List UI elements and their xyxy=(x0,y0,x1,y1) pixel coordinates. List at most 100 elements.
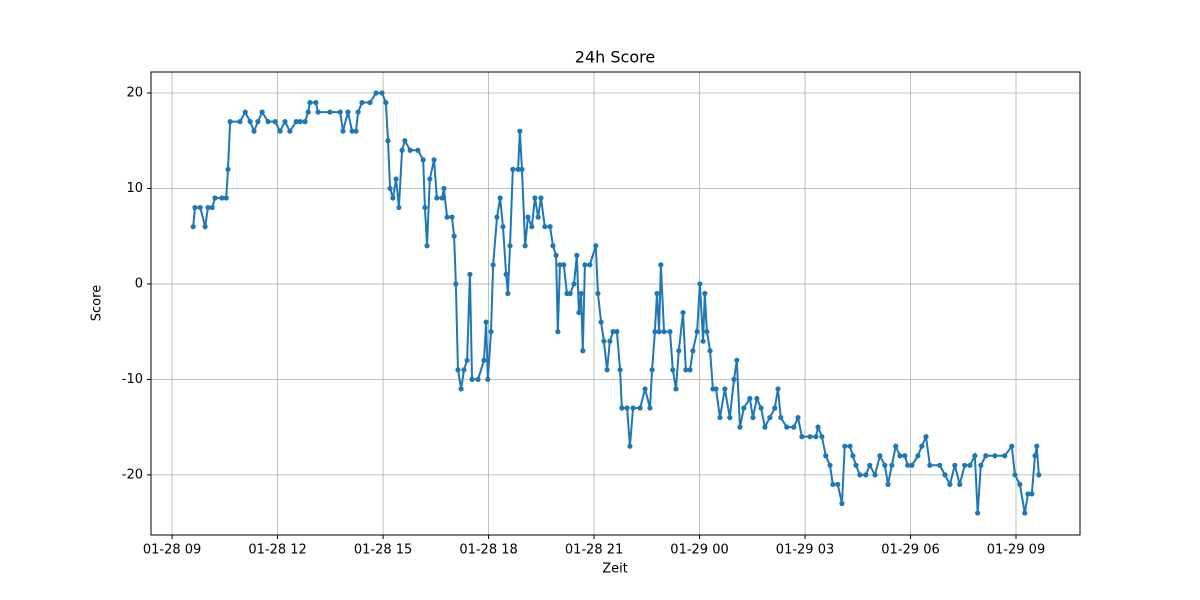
data-point xyxy=(750,414,756,421)
data-point xyxy=(340,128,346,134)
data-point xyxy=(225,166,231,172)
data-point xyxy=(553,252,559,258)
data-point xyxy=(604,367,610,373)
data-point xyxy=(863,472,869,478)
data-point xyxy=(1002,453,1008,459)
data-point xyxy=(661,329,667,335)
data-point xyxy=(1036,472,1042,478)
data-point xyxy=(190,224,196,230)
x-tick-label: 01-28 18 xyxy=(459,543,517,558)
data-point xyxy=(737,424,743,430)
data-point xyxy=(464,357,470,363)
data-point xyxy=(1034,443,1040,449)
data-point xyxy=(515,166,521,172)
data-point xyxy=(624,405,630,411)
data-point xyxy=(607,338,613,344)
data-point xyxy=(251,128,257,134)
data-point xyxy=(847,443,853,449)
data-point xyxy=(601,338,607,344)
data-point xyxy=(439,195,445,201)
data-point xyxy=(915,453,921,459)
data-point xyxy=(431,157,437,163)
data-point xyxy=(593,243,599,249)
data-point xyxy=(978,462,984,468)
data-point xyxy=(658,262,664,268)
data-point xyxy=(835,481,841,488)
data-point xyxy=(813,434,819,440)
data-point xyxy=(272,119,278,125)
data-point xyxy=(293,119,299,125)
data-point xyxy=(297,119,303,125)
data-point xyxy=(754,395,760,402)
x-tick-label: 01-28 15 xyxy=(354,543,412,558)
data-point xyxy=(630,405,636,411)
data-point xyxy=(610,329,616,335)
data-point xyxy=(722,386,728,392)
data-point xyxy=(587,262,593,268)
data-point xyxy=(315,109,321,115)
data-point xyxy=(532,195,538,201)
data-point xyxy=(247,119,253,125)
data-point xyxy=(503,271,509,277)
data-point xyxy=(305,109,311,115)
data-point xyxy=(992,453,998,459)
x-tick-label: 01-29 00 xyxy=(670,543,728,558)
data-point xyxy=(385,138,391,144)
x-axis-label: Zeit xyxy=(602,562,628,577)
data-point xyxy=(731,376,737,382)
data-point xyxy=(538,195,544,201)
data-point xyxy=(345,109,351,115)
data-point xyxy=(550,243,556,249)
data-point xyxy=(654,290,660,297)
data-point xyxy=(402,138,408,144)
data-point xyxy=(529,224,535,230)
data-point xyxy=(355,109,361,115)
data-point xyxy=(535,214,541,220)
data-point xyxy=(652,329,658,335)
data-point xyxy=(481,357,487,363)
data-point xyxy=(282,119,288,125)
y-tick-label: 10 xyxy=(126,181,143,196)
data-point xyxy=(937,462,943,468)
data-point xyxy=(420,157,426,163)
data-point xyxy=(483,319,489,325)
data-point xyxy=(451,233,457,239)
data-point xyxy=(676,348,682,354)
data-point xyxy=(387,185,393,192)
data-point xyxy=(815,424,821,430)
data-point xyxy=(972,453,978,459)
data-point xyxy=(762,424,768,430)
data-point xyxy=(517,128,523,134)
data-point xyxy=(422,204,428,211)
data-point xyxy=(758,405,764,411)
data-point xyxy=(1025,491,1031,497)
data-point xyxy=(673,386,679,392)
data-point xyxy=(434,195,440,201)
data-point xyxy=(680,309,686,316)
data-point xyxy=(197,204,203,211)
data-point xyxy=(522,243,528,249)
data-point xyxy=(702,290,708,297)
data-point xyxy=(488,329,494,335)
data-point xyxy=(741,405,747,411)
data-point xyxy=(775,386,781,392)
data-point xyxy=(923,434,929,440)
data-point xyxy=(510,166,516,172)
data-point xyxy=(637,405,643,411)
data-point xyxy=(407,147,413,153)
data-point xyxy=(582,262,588,268)
data-point xyxy=(497,195,503,201)
data-point xyxy=(455,367,461,373)
data-point xyxy=(424,243,430,249)
data-point xyxy=(853,462,859,468)
data-point xyxy=(807,434,813,440)
y-tick-label: -20 xyxy=(122,467,143,482)
data-point xyxy=(690,348,696,354)
data-point xyxy=(967,462,973,468)
data-point xyxy=(313,99,319,106)
data-point xyxy=(839,500,845,507)
data-point xyxy=(449,214,455,220)
data-point xyxy=(227,119,233,125)
